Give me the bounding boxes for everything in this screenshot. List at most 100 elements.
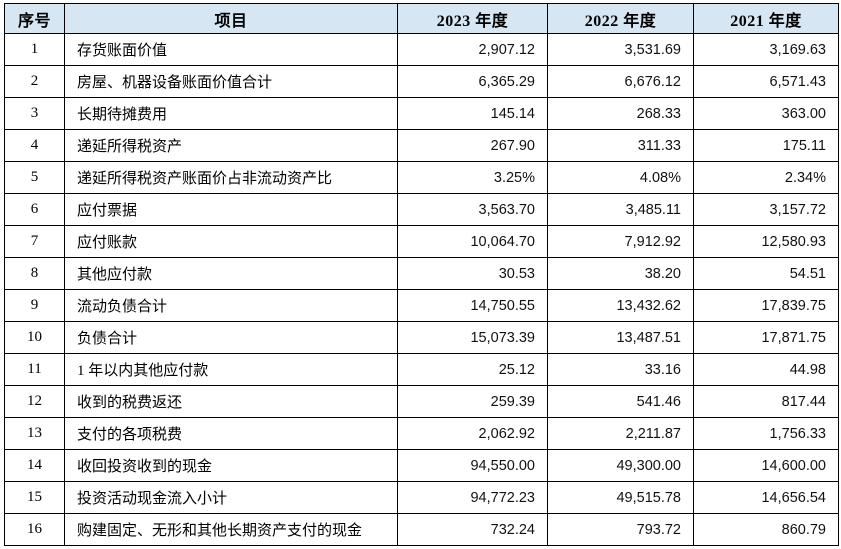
- value-2023-cell: 267.90: [397, 129, 548, 162]
- row-number-cell: 15: [4, 481, 65, 514]
- table-row: 4 递延所得税资产 267.90 311.33 175.11: [4, 129, 839, 162]
- row-number-cell: 9: [4, 289, 65, 322]
- value-2021-cell: 17,871.75: [693, 321, 839, 354]
- value-2021-cell: 44.98: [693, 353, 839, 386]
- item-cell: 投资活动现金流入小计: [64, 481, 398, 514]
- item-cell: 收回投资收到的现金: [64, 449, 398, 482]
- item-cell: 应付账款: [64, 225, 398, 258]
- item-cell: 递延所得税资产账面价占非流动资产比: [64, 161, 398, 194]
- value-2022-cell: 541.46: [547, 385, 694, 418]
- item-cell: 收到的税费返还: [64, 385, 398, 418]
- value-2021-cell: 2.34%: [693, 161, 839, 194]
- row-number-cell: 13: [4, 417, 65, 450]
- item-cell: 1 年以内其他应付款: [64, 353, 398, 386]
- table-row: 1 存货账面价值 2,907.12 3,531.69 3,169.63: [4, 33, 839, 66]
- table-row: 7 应付账款 10,064.70 7,912.92 12,580.93: [4, 225, 839, 258]
- row-number-cell: 7: [4, 225, 65, 258]
- value-2022-cell: 2,211.87: [547, 417, 694, 450]
- row-number-cell: 3: [4, 97, 65, 130]
- value-2022-cell: 268.33: [547, 97, 694, 130]
- value-2022-cell: 49,300.00: [547, 449, 694, 482]
- row-number-cell: 14: [4, 449, 65, 482]
- item-cell: 支付的各项税费: [64, 417, 398, 450]
- value-2021-cell: 363.00: [693, 97, 839, 130]
- table-row: 5 递延所得税资产账面价占非流动资产比 3.25% 4.08% 2.34%: [4, 161, 839, 194]
- value-2023-cell: 94,772.23: [397, 481, 548, 514]
- value-2023-cell: 15,073.39: [397, 321, 548, 354]
- row-number-cell: 16: [4, 513, 65, 546]
- value-2023-cell: 732.24: [397, 513, 548, 546]
- value-2022-cell: 13,487.51: [547, 321, 694, 354]
- table-row: 6 应付票据 3,563.70 3,485.11 3,157.72: [4, 193, 839, 226]
- value-2023-cell: 94,550.00: [397, 449, 548, 482]
- row-number-cell: 10: [4, 321, 65, 354]
- value-2023-cell: 2,907.12: [397, 33, 548, 66]
- table-row: 8 其他应付款 30.53 38.20 54.51: [4, 257, 839, 290]
- table-row: 3 长期待摊费用 145.14 268.33 363.00: [4, 97, 839, 130]
- value-2022-cell: 311.33: [547, 129, 694, 162]
- value-2022-cell: 7,912.92: [547, 225, 694, 258]
- table-row: 12 收到的税费返还 259.39 541.46 817.44: [4, 385, 839, 418]
- value-2023-cell: 30.53: [397, 257, 548, 290]
- value-2021-cell: 14,656.54: [693, 481, 839, 514]
- value-2021-cell: 14,600.00: [693, 449, 839, 482]
- value-2022-cell: 3,531.69: [547, 33, 694, 66]
- table-row: 13 支付的各项税费 2,062.92 2,211.87 1,756.33: [4, 417, 839, 450]
- header-row-number: 序号: [4, 3, 65, 34]
- value-2022-cell: 3,485.11: [547, 193, 694, 226]
- value-2022-cell: 4.08%: [547, 161, 694, 194]
- value-2022-cell: 6,676.12: [547, 65, 694, 98]
- value-2021-cell: 860.79: [693, 513, 839, 546]
- row-number-cell: 4: [4, 129, 65, 162]
- item-cell: 递延所得税资产: [64, 129, 398, 162]
- financial-data-table: 序号 项目 2023 年度 2022 年度 2021 年度 1 存货账面价值 2…: [4, 3, 839, 546]
- item-cell: 负债合计: [64, 321, 398, 354]
- row-number-cell: 5: [4, 161, 65, 194]
- value-2023-cell: 6,365.29: [397, 65, 548, 98]
- table-row: 2 房屋、机器设备账面价值合计 6,365.29 6,676.12 6,571.…: [4, 65, 839, 98]
- value-2023-cell: 14,750.55: [397, 289, 548, 322]
- table-row: 11 1 年以内其他应付款 25.12 33.16 44.98: [4, 353, 839, 386]
- value-2021-cell: 3,169.63: [693, 33, 839, 66]
- item-cell: 房屋、机器设备账面价值合计: [64, 65, 398, 98]
- row-number-cell: 1: [4, 33, 65, 66]
- value-2021-cell: 12,580.93: [693, 225, 839, 258]
- value-2021-cell: 817.44: [693, 385, 839, 418]
- row-number-cell: 6: [4, 193, 65, 226]
- value-2023-cell: 3.25%: [397, 161, 548, 194]
- row-number-cell: 2: [4, 65, 65, 98]
- value-2021-cell: 175.11: [693, 129, 839, 162]
- value-2022-cell: 33.16: [547, 353, 694, 386]
- value-2021-cell: 3,157.72: [693, 193, 839, 226]
- table-row: 10 负债合计 15,073.39 13,487.51 17,871.75: [4, 321, 839, 354]
- table-row: 9 流动负债合计 14,750.55 13,432.62 17,839.75: [4, 289, 839, 322]
- row-number-cell: 11: [4, 353, 65, 386]
- value-2023-cell: 2,062.92: [397, 417, 548, 450]
- item-cell: 长期待摊费用: [64, 97, 398, 130]
- value-2021-cell: 6,571.43: [693, 65, 839, 98]
- value-2022-cell: 38.20: [547, 257, 694, 290]
- header-year-2022: 2022 年度: [547, 3, 694, 34]
- value-2023-cell: 25.12: [397, 353, 548, 386]
- value-2022-cell: 13,432.62: [547, 289, 694, 322]
- item-cell: 流动负债合计: [64, 289, 398, 322]
- header-row: 序号 项目 2023 年度 2022 年度 2021 年度: [4, 3, 839, 34]
- value-2022-cell: 49,515.78: [547, 481, 694, 514]
- item-cell: 应付票据: [64, 193, 398, 226]
- value-2021-cell: 17,839.75: [693, 289, 839, 322]
- item-cell: 存货账面价值: [64, 33, 398, 66]
- value-2021-cell: 1,756.33: [693, 417, 839, 450]
- value-2021-cell: 54.51: [693, 257, 839, 290]
- table-row: 16 购建固定、无形和其他长期资产支付的现金 732.24 793.72 860…: [4, 513, 839, 546]
- value-2023-cell: 145.14: [397, 97, 548, 130]
- value-2023-cell: 10,064.70: [397, 225, 548, 258]
- value-2023-cell: 3,563.70: [397, 193, 548, 226]
- header-item: 项目: [64, 3, 398, 34]
- row-number-cell: 8: [4, 257, 65, 290]
- item-cell: 其他应付款: [64, 257, 398, 290]
- header-year-2023: 2023 年度: [397, 3, 548, 34]
- header-year-2021: 2021 年度: [693, 3, 839, 34]
- table-row: 14 收回投资收到的现金 94,550.00 49,300.00 14,600.…: [4, 449, 839, 482]
- item-cell: 购建固定、无形和其他长期资产支付的现金: [64, 513, 398, 546]
